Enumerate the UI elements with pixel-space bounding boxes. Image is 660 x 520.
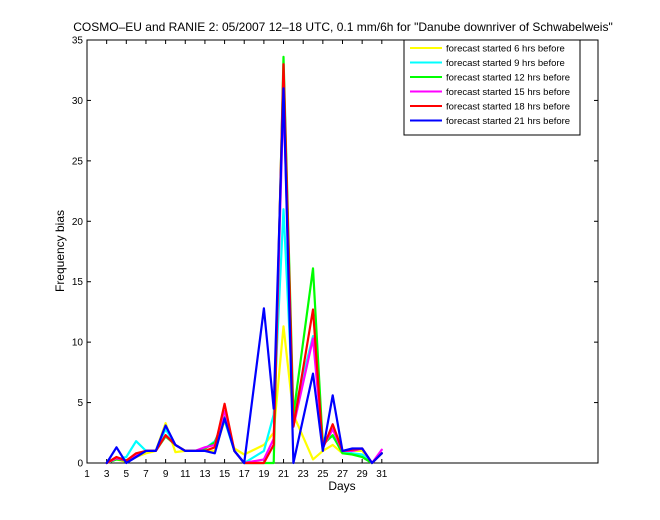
legend-entry: forecast started 21 hrs before (446, 116, 570, 127)
y-tick-label: 5 (77, 398, 83, 409)
x-tick-label: 13 (199, 469, 211, 480)
legend: forecast started 6 hrs before forecast st… (403, 39, 581, 136)
y-axis-label: Frequency bias (53, 210, 67, 292)
x-tick-label: 19 (258, 469, 270, 480)
x-axis: 1 3 5 7 9 11 13 15 17 19 21 23 25 27 29 31 (84, 40, 388, 480)
legend-box (403, 39, 581, 136)
x-tick-label: 27 (337, 469, 349, 480)
y-tick-label: 0 (77, 459, 83, 470)
x-axis-label: Days (328, 479, 355, 493)
x-tick-label: 17 (239, 469, 251, 480)
chart-title: COSMO–EU and RANIE 2: 05/2007 12–18 UTC,… (73, 20, 612, 34)
y-axis: 0 5 10 15 20 25 30 35 (72, 36, 598, 470)
x-tick-label: 5 (124, 469, 130, 480)
legend-entry: forecast started 15 hrs before (446, 87, 570, 98)
x-tick-label: 23 (298, 469, 310, 480)
y-tick-label: 10 (72, 338, 84, 349)
x-tick-label: 9 (163, 469, 169, 480)
legend-entry: forecast started 12 hrs before (446, 73, 570, 84)
y-tick-label: 30 (72, 96, 84, 107)
series-lines (105, 55, 383, 465)
x-tick-label: 29 (357, 469, 369, 480)
series-line-6 (105, 87, 383, 465)
y-tick-label: 35 (72, 36, 84, 47)
y-tick-label: 25 (72, 156, 84, 167)
x-tick-label: 3 (104, 469, 110, 480)
x-tick-label: 7 (143, 469, 149, 480)
x-tick-label: 11 (180, 469, 191, 480)
x-tick-label: 15 (219, 469, 231, 480)
x-tick-label: 21 (278, 469, 290, 480)
legend-entry: forecast started 6 hrs before (446, 44, 565, 55)
x-tick-label: 31 (376, 469, 388, 480)
x-tick-label: 1 (84, 469, 90, 480)
y-tick-label: 20 (72, 217, 84, 228)
y-tick-label: 15 (72, 277, 84, 288)
x-tick-label: 25 (317, 469, 329, 480)
legend-entry: forecast started 18 hrs before (446, 102, 570, 113)
legend-entry: forecast started 9 hrs before (446, 58, 565, 69)
